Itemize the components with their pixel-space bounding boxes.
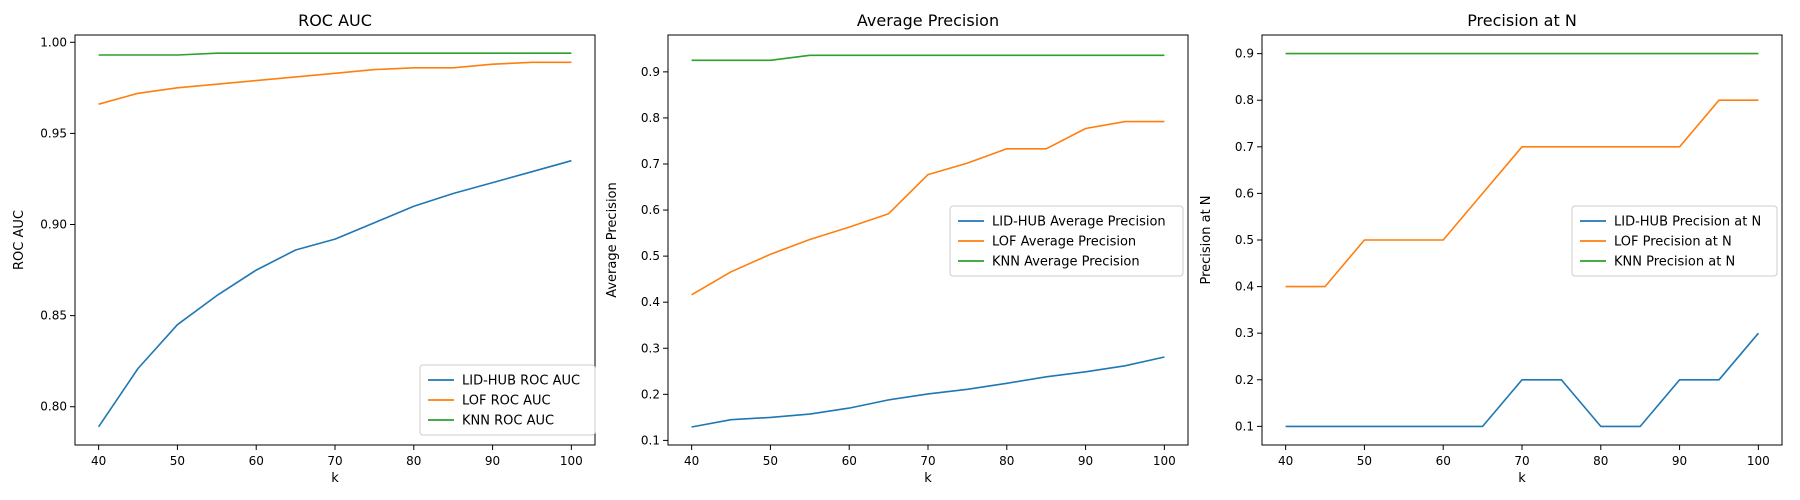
x-tick-label: 100 bbox=[1153, 454, 1176, 468]
x-axis-label: k bbox=[1518, 471, 1526, 486]
legend: LID-HUB ROC AUC LOF ROC AUC KNN ROC AUC bbox=[419, 364, 596, 436]
chart-panel-2: Average Precision 40 50 60 70 80 90 100 0.1 0.2 0.… bbox=[605, 11, 1189, 486]
y-tick-label: 0.2 bbox=[641, 387, 660, 401]
y-tick-label: 0.6 bbox=[641, 203, 660, 217]
y-tick-label: 0.90 bbox=[40, 218, 67, 232]
x-tick-label: 60 bbox=[249, 454, 264, 468]
x-axis-label: k bbox=[331, 471, 339, 486]
y-axis-label: ROC AUC bbox=[12, 210, 27, 270]
y-tick-label: 0.3 bbox=[641, 341, 660, 355]
legend-label: KNN Precision at N bbox=[1614, 255, 1735, 270]
x-tick-label: 40 bbox=[91, 454, 106, 468]
chart-title: Precision at N bbox=[1467, 11, 1577, 30]
legend-label: KNN ROC AUC bbox=[462, 414, 554, 429]
legend-label: LID-HUB Precision at N bbox=[1614, 215, 1761, 230]
legend-label: LOF ROC AUC bbox=[462, 394, 551, 409]
x-tick-label: 50 bbox=[763, 454, 778, 468]
legend-label: LOF Precision at N bbox=[1614, 235, 1732, 250]
y-tick-label: 0.8 bbox=[1235, 93, 1254, 107]
x-tick-label: 40 bbox=[1278, 454, 1293, 468]
x-tick-label: 60 bbox=[842, 454, 857, 468]
y-tick-label: 0.5 bbox=[641, 249, 660, 263]
x-tick-label: 70 bbox=[1514, 454, 1529, 468]
y-tick-label: 0.8 bbox=[641, 111, 660, 125]
y-tick-label: 1.00 bbox=[40, 35, 67, 49]
chart-panel-3: Precision at N 40 50 60 70 80 90 100 0.1 0.2 0.3 0.… bbox=[1199, 11, 1783, 486]
y-tick-label: 0.9 bbox=[641, 65, 660, 79]
x-tick-label: 80 bbox=[406, 454, 421, 468]
x-tick-label: 100 bbox=[1747, 454, 1770, 468]
y-tick-label: 0.5 bbox=[1235, 233, 1254, 247]
plot-frame bbox=[1261, 34, 1783, 446]
series-line-1 bbox=[1285, 332, 1760, 428]
y-tick-label: 0.2 bbox=[1235, 373, 1254, 387]
legend: LID-HUB Precision at N LOF Precision at N… bbox=[1571, 205, 1778, 277]
x-tick-label: 80 bbox=[1593, 454, 1608, 468]
y-tick-label: 0.95 bbox=[40, 126, 67, 140]
series-line-3 bbox=[691, 54, 1165, 62]
x-tick-label: 60 bbox=[1436, 454, 1451, 468]
x-tick-label: 100 bbox=[560, 454, 583, 468]
y-tick-label: 0.7 bbox=[641, 157, 660, 171]
x-tick-label: 40 bbox=[684, 454, 699, 468]
y-tick-label: 0.9 bbox=[1235, 47, 1254, 61]
y-tick-label: 0.1 bbox=[641, 433, 660, 447]
chart-title: Average Precision bbox=[857, 11, 999, 30]
x-tick-label: 70 bbox=[920, 454, 935, 468]
legend-label: LOF Average Precision bbox=[992, 235, 1136, 250]
y-tick-label: 0.3 bbox=[1235, 326, 1254, 340]
x-tick-label: 90 bbox=[1078, 454, 1093, 468]
x-tick-label: 50 bbox=[1357, 454, 1372, 468]
series-line-1 bbox=[691, 356, 1165, 428]
legend-frame bbox=[1571, 205, 1778, 277]
y-tick-label: 0.6 bbox=[1235, 186, 1254, 200]
legend-label: LID-HUB Average Precision bbox=[992, 215, 1166, 230]
series-line-3 bbox=[98, 52, 572, 56]
plot-frame bbox=[74, 34, 596, 446]
y-axis-label: Precision at N bbox=[1199, 195, 1214, 284]
y-tick-label: 0.85 bbox=[40, 309, 67, 323]
series-line-2 bbox=[691, 120, 1165, 296]
legend-label: KNN Average Precision bbox=[992, 255, 1140, 270]
y-tick-label: 0.80 bbox=[40, 400, 67, 414]
legend: LID-HUB Average Precision LOF Average Pre… bbox=[949, 205, 1184, 277]
legend-label: LID-HUB ROC AUC bbox=[462, 374, 580, 389]
y-axis-label: Average Precision bbox=[605, 182, 620, 298]
series-line-2 bbox=[98, 61, 572, 105]
y-tick-label: 0.4 bbox=[641, 295, 660, 309]
series-line-1 bbox=[97, 159, 572, 428]
legend-frame bbox=[949, 205, 1184, 277]
y-tick-label: 0.4 bbox=[1235, 280, 1254, 294]
series-line-2 bbox=[1285, 99, 1759, 288]
x-tick-label: 70 bbox=[327, 454, 342, 468]
x-tick-label: 90 bbox=[485, 454, 500, 468]
x-axis-label: k bbox=[924, 471, 932, 486]
x-tick-label: 50 bbox=[170, 454, 185, 468]
plot-frame bbox=[667, 34, 1189, 446]
chart-panel-1: ROC AUC 40 50 60 70 80 90 100 0.80 0.85 0.90 0.95 1.… bbox=[12, 11, 596, 486]
x-tick-label: 80 bbox=[999, 454, 1014, 468]
y-tick-label: 0.1 bbox=[1235, 419, 1254, 433]
y-tick-label: 0.7 bbox=[1235, 140, 1254, 154]
chart-title: ROC AUC bbox=[298, 11, 372, 30]
legend-frame bbox=[419, 364, 596, 436]
x-tick-label: 90 bbox=[1672, 454, 1687, 468]
